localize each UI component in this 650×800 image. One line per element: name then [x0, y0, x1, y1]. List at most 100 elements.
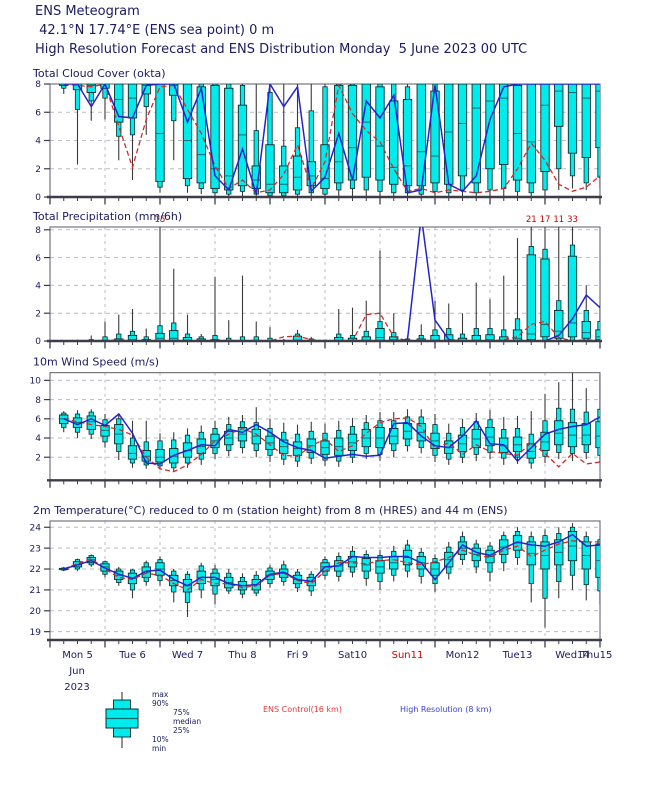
page-title: ENS Meteogram — [35, 4, 140, 19]
box-25-75 — [444, 84, 454, 185]
page-header: ENS Meteogram 42.1°N 17.74°E (ENS sea po… — [35, 2, 527, 59]
box-25-75 — [114, 84, 124, 123]
hres-line — [63, 533, 600, 587]
forecast-subtitle: High Resolution Forecast and ENS Distrib… — [35, 42, 528, 57]
legend-control-label: ENS Control(16 km) — [263, 705, 342, 714]
y-tick-label: 2 — [35, 165, 41, 175]
box-25-75 — [402, 99, 413, 187]
box-10-90 — [61, 84, 67, 89]
day-label: Mon12 — [446, 650, 480, 661]
box-25-75 — [567, 255, 578, 338]
day-label: Mon 5 — [62, 650, 93, 661]
y-tick-label: 4 — [35, 137, 41, 147]
x-axis-labels: Mon 5 Tue 6 Wed 7 Thu 8 Fri 9 Sat10 Sun11 Mon12… — [62, 650, 612, 693]
box-25-75 — [554, 84, 564, 127]
box-10-90 — [143, 84, 149, 108]
panel-title: 2m Temperature(°C) reduced to 0 m (stati… — [33, 504, 508, 517]
y-tick-label: 10 — [30, 377, 42, 387]
panel-3: 2m Temperature(°C) reduced to 0 m (stati… — [30, 504, 602, 648]
y-tick-label: 8 — [35, 396, 41, 406]
day-label: Tue 6 — [118, 650, 146, 661]
day-label: Thu 8 — [227, 650, 256, 661]
box-25-75 — [540, 258, 550, 338]
panel-title: 10m Wind Speed (m/s) — [33, 356, 159, 369]
box-25-75 — [169, 330, 179, 341]
box-25-75 — [237, 104, 248, 187]
box-25-75 — [265, 144, 275, 194]
y-tick-label: 6 — [35, 254, 41, 264]
day-label: Fri 9 — [287, 650, 308, 661]
y-tick-label: 8 — [35, 226, 41, 236]
legend-stat-label: 25% — [173, 726, 190, 735]
legend-hres-label: High Resolution (8 km) — [400, 705, 492, 714]
panel-title: Total Precipitation (mm/6h) — [32, 210, 182, 223]
legend-stat-label: min — [152, 744, 166, 753]
y-tick-label: 8 — [35, 80, 41, 90]
box-25-75 — [361, 84, 371, 178]
control-line — [63, 84, 600, 194]
overflow-label: 11 — [553, 215, 564, 225]
box-25-75 — [279, 165, 289, 194]
box-25-75 — [141, 84, 151, 95]
box-25-75 — [292, 155, 303, 191]
legend-stat-label: max — [152, 690, 169, 699]
box-25-75 — [567, 84, 578, 154]
box-10-90 — [171, 84, 177, 122]
box-10-90 — [322, 86, 328, 195]
box-25-75 — [457, 84, 468, 177]
box-25-75 — [127, 445, 138, 460]
day-label: Tue13 — [502, 650, 533, 661]
box-25-75 — [86, 84, 96, 93]
box-25-75 — [554, 309, 564, 339]
box-25-75 — [155, 332, 165, 341]
box-25-75 — [471, 84, 481, 184]
box-25-75 — [196, 86, 206, 184]
box-25-75 — [155, 449, 165, 463]
panel-title: Total Cloud Cover (okta) — [32, 67, 166, 80]
y-tick-label: 6 — [35, 108, 41, 118]
hres-line — [63, 84, 600, 195]
y-tick-label: 22 — [30, 565, 41, 575]
legend-stat-label: 75% — [173, 708, 190, 717]
legend-stat-label: 90% — [152, 699, 169, 708]
day-label: Wed14 — [555, 650, 590, 661]
overflow-label: 21 — [526, 215, 537, 225]
box-25-75 — [210, 84, 220, 189]
year-label: 2023 — [64, 682, 89, 693]
box-25-75 — [72, 84, 83, 91]
month-label: Jun — [68, 666, 85, 677]
y-tick-label: 23 — [30, 544, 41, 554]
y-tick-label: 19 — [30, 628, 42, 638]
y-tick-label: 24 — [30, 523, 42, 533]
plot-area — [59, 523, 600, 628]
overflow-label: 33 — [567, 215, 578, 225]
box-25-75 — [595, 84, 600, 149]
box-25-75 — [526, 254, 536, 341]
box-25-75 — [581, 423, 591, 446]
box-25-75 — [375, 328, 385, 341]
y-tick-label: 0 — [35, 337, 41, 347]
overflow-label: 17 — [540, 215, 551, 225]
hres-line — [63, 412, 600, 465]
box-25-75 — [169, 84, 179, 96]
day-label: Sat10 — [338, 650, 367, 661]
box-25-75 — [224, 87, 234, 191]
box-25-75 — [512, 84, 523, 181]
plot-area — [59, 84, 600, 197]
y-tick-label: 20 — [30, 607, 42, 617]
box-25-75 — [595, 421, 600, 449]
y-tick-label: 2 — [35, 453, 41, 463]
box-10-90 — [74, 84, 81, 110]
panel-0: Total Cloud Cover (okta) 0 2 4 6 8 — [32, 67, 602, 205]
box-10-90 — [308, 110, 314, 194]
box-25-75 — [581, 321, 591, 339]
y-tick-label: 2 — [35, 309, 41, 319]
legend-stat-label: median — [173, 717, 201, 726]
y-tick-label: 0 — [35, 193, 41, 203]
overflow-label: 15 — [155, 215, 166, 225]
day-label: Thu15 — [580, 650, 613, 661]
y-tick-label: 4 — [35, 434, 41, 444]
box-25-75 — [320, 144, 330, 189]
box-25-75 — [485, 84, 495, 170]
